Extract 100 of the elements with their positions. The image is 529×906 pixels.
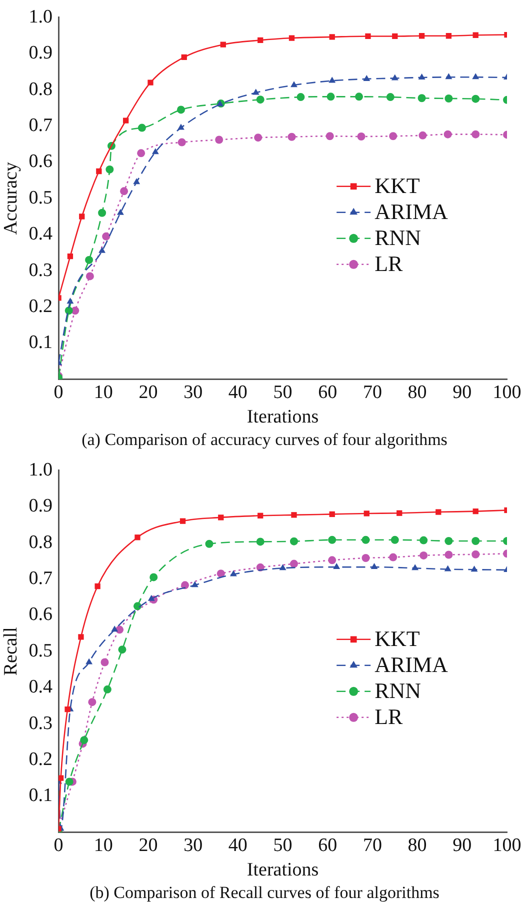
point <box>64 306 73 315</box>
point <box>150 573 158 582</box>
y-tick-label: 0.8 <box>28 78 53 100</box>
x-tick-label: 0 <box>54 834 64 856</box>
point <box>291 512 297 518</box>
point <box>152 148 159 154</box>
point <box>362 554 370 562</box>
point <box>328 536 336 544</box>
point <box>296 93 305 102</box>
point <box>258 512 264 518</box>
point <box>215 136 224 144</box>
legend-label: LR <box>374 704 404 730</box>
point <box>65 778 74 786</box>
point <box>102 232 110 240</box>
point <box>100 658 109 666</box>
x-tick-label: 90 <box>452 382 472 403</box>
x-tick-label: 80 <box>408 834 427 856</box>
point <box>364 510 370 516</box>
y-tick-label: 0.8 <box>28 532 53 553</box>
point <box>85 256 94 264</box>
x-tick-label: 40 <box>228 382 248 403</box>
point <box>181 54 187 60</box>
point <box>137 149 146 158</box>
point <box>363 74 370 81</box>
point <box>362 536 370 544</box>
point <box>122 118 129 124</box>
point <box>94 583 100 590</box>
point <box>98 208 106 217</box>
point <box>418 94 426 102</box>
point <box>472 32 478 38</box>
point <box>230 570 237 576</box>
point <box>288 35 295 41</box>
point <box>472 94 480 103</box>
x-tick-label: 30 <box>184 382 203 403</box>
point <box>133 178 140 184</box>
point <box>436 509 442 515</box>
point <box>66 298 74 304</box>
x-tick-label: 100 <box>492 382 522 403</box>
point <box>418 73 426 80</box>
point <box>370 563 378 570</box>
point <box>178 124 184 130</box>
point <box>120 187 128 196</box>
point <box>420 551 428 560</box>
point <box>80 736 88 744</box>
point <box>472 130 480 138</box>
x-tick-label: 60 <box>318 834 338 856</box>
legend-label: LR <box>374 251 404 276</box>
point <box>86 658 93 664</box>
x-tick-label: 0 <box>54 382 64 403</box>
x-tick-label: 30 <box>184 834 203 856</box>
text: (b) Comparison of Recall curves of four algorithms <box>88 882 440 904</box>
point <box>191 581 198 588</box>
point <box>472 73 480 80</box>
point <box>355 92 364 101</box>
point <box>181 581 190 590</box>
x-axis-title: Iterations <box>246 860 319 881</box>
y-tick-label: 0.6 <box>28 151 53 172</box>
point <box>220 42 226 48</box>
y-tick-label: 1.0 <box>28 459 53 480</box>
point <box>357 132 366 140</box>
y-tick-label: 0.6 <box>28 604 53 626</box>
point <box>445 73 452 80</box>
legend-label: ARIMA <box>374 652 448 678</box>
x-tick-label: 90 <box>452 834 472 856</box>
point <box>148 80 154 86</box>
point <box>176 106 185 114</box>
y-tick-label: 0.9 <box>28 42 53 64</box>
y-tick-label: 0.1 <box>28 332 53 354</box>
point <box>288 132 296 141</box>
point <box>470 566 478 572</box>
point <box>148 594 155 601</box>
point <box>254 134 262 142</box>
point <box>138 124 146 132</box>
x-tick-label: 20 <box>138 834 158 856</box>
y-tick-label: 0.2 <box>28 296 53 317</box>
x-tick-label: 100 <box>492 834 522 856</box>
point <box>444 536 453 545</box>
point <box>392 33 398 40</box>
point <box>96 168 102 174</box>
point <box>106 165 114 174</box>
point <box>446 33 452 39</box>
point <box>389 132 398 140</box>
point <box>256 96 264 104</box>
legend-label: KKT <box>374 626 420 652</box>
y-tick-label: 0.4 <box>28 224 54 245</box>
text: (a) Comparison of accuracy curves of four algorithms <box>80 429 448 451</box>
point <box>472 536 480 545</box>
point <box>258 37 264 44</box>
y-axis-title: Recall <box>0 627 22 676</box>
point <box>386 93 394 102</box>
point <box>412 564 419 570</box>
point <box>290 560 298 568</box>
y-tick-label: 1.0 <box>28 6 53 28</box>
point <box>472 550 480 558</box>
point <box>329 34 335 40</box>
x-tick-label: 80 <box>408 382 427 403</box>
point <box>118 646 126 654</box>
point <box>326 92 335 101</box>
point <box>134 534 140 540</box>
point <box>64 706 70 712</box>
